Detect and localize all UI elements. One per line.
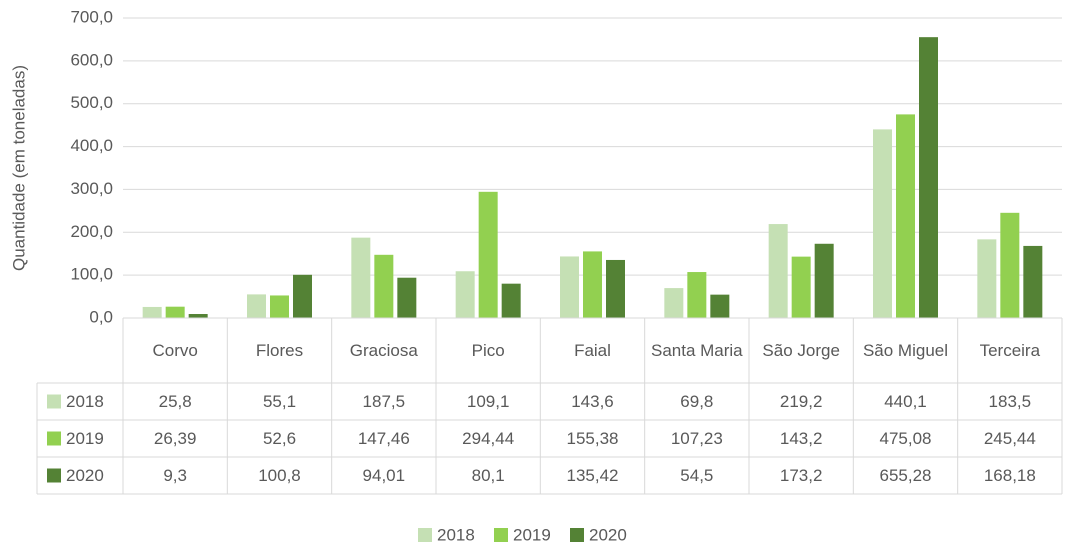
table-value: 25,8	[159, 392, 192, 411]
bar	[687, 272, 707, 318]
legend-label: 2020	[589, 525, 627, 544]
x-tick-label: Faial	[574, 340, 611, 360]
bar	[814, 243, 834, 318]
bar	[896, 114, 915, 318]
table-value: 135,42	[567, 466, 619, 485]
legend-label: 2019	[513, 525, 551, 544]
x-tick-label: Santa Maria	[650, 340, 743, 360]
table-value: 440,1	[884, 392, 927, 411]
table-value: 100,8	[258, 466, 301, 485]
y-tick-label: 300,0	[70, 179, 113, 198]
x-tick-label: Terceira	[979, 340, 1041, 360]
table-value: 245,44	[984, 429, 1036, 448]
table-value: 55,1	[263, 392, 296, 411]
table-value: 94,01	[363, 466, 406, 485]
bar	[247, 294, 266, 318]
table-value: 187,5	[363, 392, 406, 411]
x-category-cell: Corvo	[152, 340, 198, 360]
table-value: 155,38	[567, 429, 619, 448]
table-value: 9,3	[163, 466, 187, 485]
x-category-cell: São Jorge	[762, 340, 840, 360]
bar	[606, 259, 625, 318]
y-tick-label: 700,0	[70, 7, 113, 26]
legend-label: 2018	[437, 525, 475, 544]
x-tick-label: São Jorge	[762, 340, 840, 360]
bar	[768, 224, 788, 318]
x-tick-label: Pico	[471, 340, 505, 360]
bar	[1023, 245, 1043, 318]
table-value: 143,6	[571, 392, 614, 411]
y-tick-label: 0,0	[89, 307, 113, 326]
legend-key	[47, 431, 61, 446]
x-category-cell: Santa Maria	[650, 340, 743, 360]
table-value: 294,44	[462, 429, 514, 448]
bar	[977, 239, 997, 318]
bar	[791, 256, 811, 318]
table-value: 26,39	[154, 429, 197, 448]
y-tick-label: 200,0	[70, 222, 113, 241]
x-tick-label: São Miguel	[862, 340, 949, 360]
table-value: 109,1	[467, 392, 510, 411]
legend-key	[47, 394, 61, 409]
table-series-label: 2018	[66, 392, 104, 411]
bar	[919, 37, 938, 319]
bar	[374, 254, 394, 318]
y-tick-label: 500,0	[70, 93, 113, 112]
x-category-cell: Faial	[574, 340, 611, 360]
bar	[397, 277, 417, 318]
table-value: 475,08	[880, 429, 932, 448]
x-category-cell: Flores	[255, 340, 304, 360]
table-value: 143,2	[780, 429, 823, 448]
table-value: 147,46	[358, 429, 410, 448]
y-axis-label: Quantidade (em toneladas)	[9, 65, 28, 271]
x-category-cell: São Miguel	[862, 340, 949, 360]
bar	[478, 191, 498, 318]
table-value: 219,2	[780, 392, 823, 411]
legend-key	[494, 528, 508, 542]
x-tick-label: Flores	[255, 340, 304, 360]
bar	[501, 283, 521, 318]
bar	[560, 256, 579, 318]
table-value: 54,5	[680, 466, 713, 485]
y-tick-label: 100,0	[70, 265, 113, 284]
bar	[710, 294, 730, 318]
x-tick-label: Graciosa	[349, 340, 418, 360]
table-value: 80,1	[472, 466, 505, 485]
x-category-cell: Pico	[471, 340, 505, 360]
x-category-cell: Graciosa	[349, 340, 418, 360]
bar	[188, 314, 208, 318]
table-value: 183,5	[989, 392, 1032, 411]
table-value: 52,6	[263, 429, 296, 448]
bar	[293, 274, 312, 318]
bar	[664, 288, 684, 318]
bar	[455, 271, 475, 318]
table-value: 107,23	[671, 429, 723, 448]
legend-key	[570, 528, 584, 542]
bar	[270, 295, 289, 318]
y-tick-label: 600,0	[70, 50, 113, 69]
bar	[873, 129, 892, 318]
table-value: 655,28	[880, 466, 932, 485]
legend-key	[418, 528, 432, 542]
bar	[351, 237, 371, 318]
bar	[142, 306, 162, 318]
y-tick-label: 400,0	[70, 136, 113, 155]
table-series-label: 2019	[66, 429, 104, 448]
table-value: 69,8	[680, 392, 713, 411]
x-category-cell: Terceira	[979, 340, 1041, 360]
bar	[165, 306, 185, 318]
table-value: 168,18	[984, 466, 1036, 485]
table-series-label: 2020	[66, 466, 104, 485]
x-tick-label: Corvo	[152, 340, 198, 360]
bar	[583, 251, 602, 318]
table-value: 173,2	[780, 466, 823, 485]
legend-key	[47, 468, 61, 483]
bar	[1000, 212, 1020, 318]
